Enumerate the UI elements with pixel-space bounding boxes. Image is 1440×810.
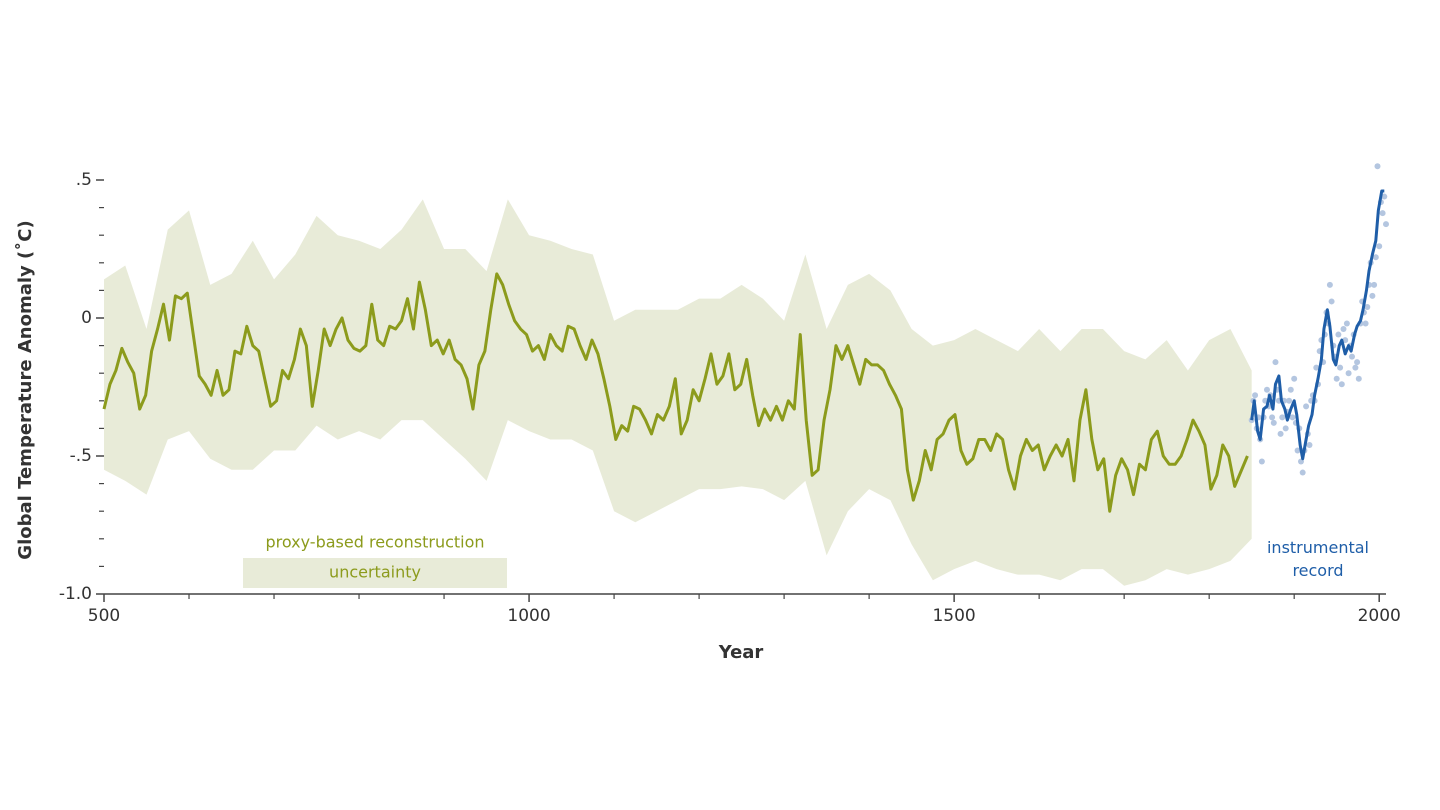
annual-point [1374, 163, 1381, 170]
annual-point [1279, 414, 1286, 421]
x-tick-label: 500 [88, 606, 120, 626]
annual-point [1337, 364, 1344, 371]
annual-point [1362, 320, 1369, 327]
annual-point [1372, 254, 1379, 261]
annual-point [1258, 458, 1265, 465]
annual-point [1338, 381, 1345, 388]
annual-point [1364, 303, 1371, 310]
annual-point [1294, 447, 1301, 454]
annual-point [1335, 331, 1342, 338]
y-axis-title: Global Temperature Anomaly (˚C) [14, 220, 36, 559]
x-axis-title: Year [718, 642, 764, 663]
annual-point [1306, 441, 1313, 448]
plot-area: 500 1000 1500 2000 .5 0 -.5 -1.0 [59, 163, 1401, 626]
annual-point [1282, 425, 1289, 432]
annual-point [1272, 359, 1279, 366]
annual-point [1352, 364, 1359, 371]
annual-point [1369, 292, 1376, 299]
legend-label: uncertainty [329, 563, 421, 582]
annual-point [1355, 375, 1362, 382]
annual-point [1252, 392, 1259, 399]
y-tick-label: 0 [81, 308, 92, 328]
annual-point [1299, 469, 1306, 476]
annual-point [1328, 298, 1335, 305]
annual-point [1277, 430, 1284, 437]
annual-point [1371, 281, 1378, 288]
annual-point [1340, 326, 1347, 333]
annual-point [1286, 397, 1293, 404]
x-tick-label: 1500 [932, 606, 975, 626]
annual-point [1303, 403, 1310, 410]
series-line [102, 272, 1249, 513]
annual-point [1270, 419, 1277, 426]
annual-point [1269, 414, 1276, 421]
x-tick-label: 1000 [507, 606, 550, 626]
annual-point [1376, 243, 1383, 250]
annual-point [1354, 359, 1361, 366]
series-line [1250, 189, 1385, 461]
series-label: instrumental record [1266, 538, 1369, 580]
annual-point [1313, 364, 1320, 371]
annual-point [1333, 375, 1340, 382]
annual-point [1326, 281, 1333, 288]
y-tick-label: -1.0 [59, 584, 92, 604]
annual-point [1291, 375, 1298, 382]
legend-swatch [243, 558, 507, 588]
annual-point [1287, 386, 1294, 393]
annual-point [1289, 414, 1296, 421]
annual-point [1343, 320, 1350, 327]
annual-point [1383, 221, 1389, 228]
annual-point [1379, 210, 1386, 217]
annual-point [1345, 370, 1352, 377]
annual-point [1348, 353, 1355, 360]
y-tick-label: -.5 [70, 446, 92, 466]
annual-point [1263, 386, 1270, 393]
legend-label: proxy-based reconstruction [265, 533, 484, 552]
y-tick-label: .5 [76, 170, 92, 190]
x-tick-label: 2000 [1358, 606, 1401, 626]
annual-point [1381, 193, 1388, 200]
